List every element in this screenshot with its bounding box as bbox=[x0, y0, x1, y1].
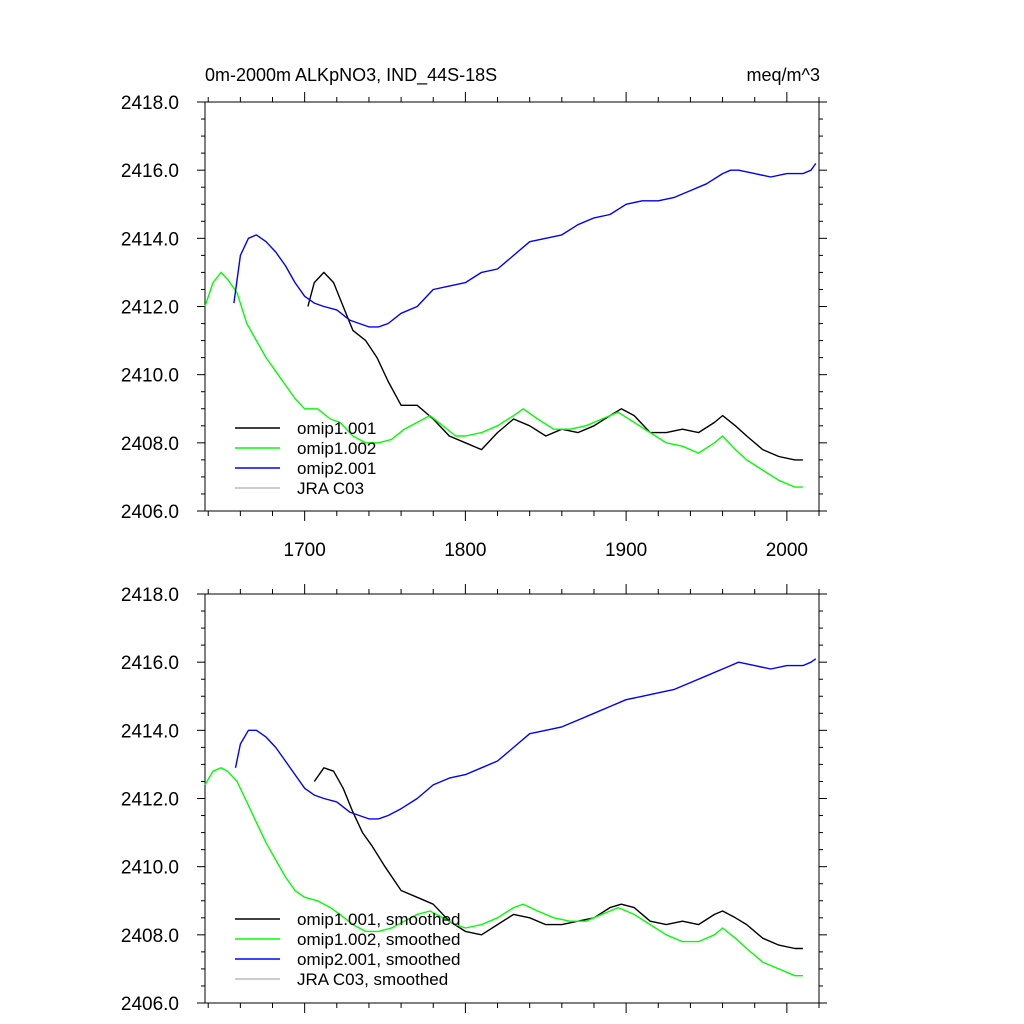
y-axis: 2406.0 2408.0 2410.0 2412.0 2414.0 2416.0 2418… bbox=[121, 585, 827, 1015]
legend-label: omip2.001, smoothed bbox=[297, 950, 461, 969]
y-tick-label: 2416.0 bbox=[121, 161, 179, 182]
series-line-omip2-001-smoothed bbox=[234, 658, 817, 820]
series-line-omip1-001 bbox=[307, 271, 803, 461]
x-axis bbox=[207, 584, 820, 1013]
y-tick-label: 2418.0 bbox=[121, 585, 179, 606]
series-group bbox=[204, 162, 817, 488]
y-tick-label: 2410.0 bbox=[121, 858, 179, 879]
y-tick-label: 2418.0 bbox=[121, 93, 179, 114]
y-tick-label: 2410.0 bbox=[121, 366, 179, 387]
y-tick-label: 2412.0 bbox=[121, 298, 179, 319]
top-panel: 0m-2000m ALKpNO3, IND_44S-18S meq/m^3 24… bbox=[121, 65, 827, 561]
y-tick-label: 2406.0 bbox=[121, 502, 179, 523]
x-tick-label: 1800 bbox=[444, 540, 486, 561]
chart-units: meq/m^3 bbox=[747, 65, 820, 85]
chart-title: 0m-2000m ALKpNO3, IND_44S-18S bbox=[205, 65, 497, 86]
legend-label: JRA C03, smoothed bbox=[297, 970, 448, 989]
x-tick-label: 1900 bbox=[605, 540, 647, 561]
series-group bbox=[204, 658, 817, 977]
legend-label: omip1.001 bbox=[297, 419, 376, 438]
bottom-panel: 2406.0 2408.0 2410.0 2412.0 2414.0 2416.0 2418… bbox=[121, 584, 827, 1015]
y-tick-label: 2416.0 bbox=[121, 653, 179, 674]
series-line-omip2-001 bbox=[233, 162, 817, 328]
y-tick-label: 2408.0 bbox=[121, 434, 179, 455]
series-line-omip1-001-smoothed bbox=[313, 767, 803, 950]
y-tick-label: 2408.0 bbox=[121, 926, 179, 947]
x-tick-label: 2000 bbox=[766, 540, 808, 561]
legend-label: omip1.002, smoothed bbox=[297, 930, 461, 949]
y-tick-label: 2414.0 bbox=[121, 721, 179, 742]
legend-label: omip1.002 bbox=[297, 439, 376, 458]
legend-label: omip2.001 bbox=[297, 459, 376, 478]
y-tick-label: 2406.0 bbox=[121, 994, 179, 1015]
y-tick-label: 2414.0 bbox=[121, 229, 179, 250]
y-tick-label: 2412.0 bbox=[121, 790, 179, 811]
series-line-omip1-002 bbox=[204, 271, 803, 488]
y-axis: 2406.0 2408.0 2410.0 2412.0 2414.0 2416.0 2418… bbox=[121, 93, 827, 523]
legend-label: omip1.001, smoothed bbox=[297, 910, 461, 929]
legend-label: JRA C03 bbox=[297, 479, 364, 498]
series-line-omip1-002-smoothed bbox=[204, 767, 803, 977]
x-tick-label: 1700 bbox=[284, 540, 326, 561]
x-axis: 1700 1800 1900 2000 bbox=[207, 92, 820, 561]
